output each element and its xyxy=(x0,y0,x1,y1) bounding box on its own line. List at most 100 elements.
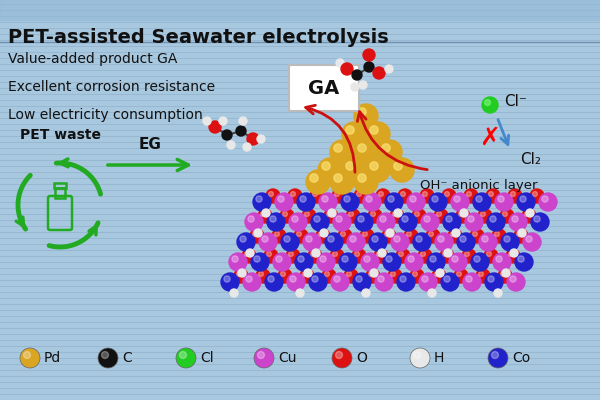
Circle shape xyxy=(344,196,350,202)
Text: C: C xyxy=(122,351,132,365)
Bar xyxy=(0,0,600,20)
Circle shape xyxy=(240,236,246,242)
Circle shape xyxy=(437,212,442,216)
Circle shape xyxy=(245,252,250,256)
Text: Cl⁻: Cl⁻ xyxy=(504,94,527,108)
Circle shape xyxy=(451,193,469,211)
Circle shape xyxy=(325,272,329,276)
Circle shape xyxy=(363,193,381,211)
Circle shape xyxy=(209,121,221,133)
Circle shape xyxy=(313,192,317,196)
Circle shape xyxy=(504,236,510,242)
Text: Low electricity consumption: Low electricity consumption xyxy=(8,108,203,122)
Circle shape xyxy=(392,212,397,216)
Circle shape xyxy=(270,216,276,222)
Circle shape xyxy=(466,276,472,282)
Circle shape xyxy=(322,269,336,283)
Circle shape xyxy=(352,249,366,263)
Circle shape xyxy=(292,216,298,222)
Circle shape xyxy=(221,273,239,291)
Circle shape xyxy=(262,209,270,217)
Circle shape xyxy=(463,273,481,291)
Circle shape xyxy=(256,196,262,202)
Circle shape xyxy=(491,352,499,358)
Circle shape xyxy=(98,348,118,368)
Circle shape xyxy=(264,249,278,263)
Circle shape xyxy=(533,192,538,196)
Circle shape xyxy=(322,196,328,202)
Circle shape xyxy=(179,352,187,358)
Circle shape xyxy=(435,233,453,251)
Circle shape xyxy=(371,212,376,216)
Circle shape xyxy=(232,256,238,262)
Circle shape xyxy=(347,272,352,276)
Circle shape xyxy=(350,236,356,242)
Circle shape xyxy=(341,63,353,75)
Circle shape xyxy=(300,269,314,283)
Circle shape xyxy=(422,276,428,282)
Circle shape xyxy=(306,236,312,242)
Circle shape xyxy=(394,162,402,170)
Circle shape xyxy=(339,253,357,271)
Circle shape xyxy=(324,209,338,223)
Circle shape xyxy=(325,233,343,251)
Circle shape xyxy=(377,252,382,256)
Circle shape xyxy=(412,209,426,223)
Circle shape xyxy=(326,212,331,216)
Circle shape xyxy=(494,232,499,236)
Circle shape xyxy=(430,256,436,262)
Circle shape xyxy=(428,232,433,236)
Text: Pd: Pd xyxy=(44,351,61,365)
Circle shape xyxy=(385,232,389,236)
Bar xyxy=(54,183,66,188)
Circle shape xyxy=(334,174,342,182)
Circle shape xyxy=(488,348,508,368)
Circle shape xyxy=(390,209,404,223)
Circle shape xyxy=(351,83,359,91)
Circle shape xyxy=(452,229,460,237)
Circle shape xyxy=(296,289,304,297)
Circle shape xyxy=(336,216,342,222)
Circle shape xyxy=(246,249,254,257)
Circle shape xyxy=(288,189,302,203)
Circle shape xyxy=(418,249,432,263)
Circle shape xyxy=(400,276,406,282)
Circle shape xyxy=(448,229,462,243)
Circle shape xyxy=(413,272,418,276)
Circle shape xyxy=(370,162,378,170)
Circle shape xyxy=(493,253,511,271)
Circle shape xyxy=(306,170,330,194)
Circle shape xyxy=(336,59,344,67)
Circle shape xyxy=(440,249,454,263)
Circle shape xyxy=(332,348,352,368)
Circle shape xyxy=(298,256,304,262)
Circle shape xyxy=(269,192,274,196)
Circle shape xyxy=(224,276,230,282)
Circle shape xyxy=(498,196,504,202)
Circle shape xyxy=(542,196,548,202)
Circle shape xyxy=(500,272,505,276)
Circle shape xyxy=(245,213,263,231)
Circle shape xyxy=(346,126,354,134)
Circle shape xyxy=(334,144,342,152)
Circle shape xyxy=(378,140,402,164)
Circle shape xyxy=(312,249,320,257)
Circle shape xyxy=(460,209,468,217)
Circle shape xyxy=(368,272,373,276)
Circle shape xyxy=(275,193,293,211)
Circle shape xyxy=(302,272,307,276)
Circle shape xyxy=(254,229,262,237)
Circle shape xyxy=(380,216,386,222)
Circle shape xyxy=(531,213,549,231)
Circle shape xyxy=(368,209,382,223)
Circle shape xyxy=(476,196,482,202)
Circle shape xyxy=(442,189,456,203)
Circle shape xyxy=(517,193,535,211)
Circle shape xyxy=(303,233,321,251)
Circle shape xyxy=(523,233,541,251)
Circle shape xyxy=(424,216,430,222)
Circle shape xyxy=(386,229,394,237)
Circle shape xyxy=(236,126,246,136)
Circle shape xyxy=(373,67,385,79)
Circle shape xyxy=(522,209,536,223)
